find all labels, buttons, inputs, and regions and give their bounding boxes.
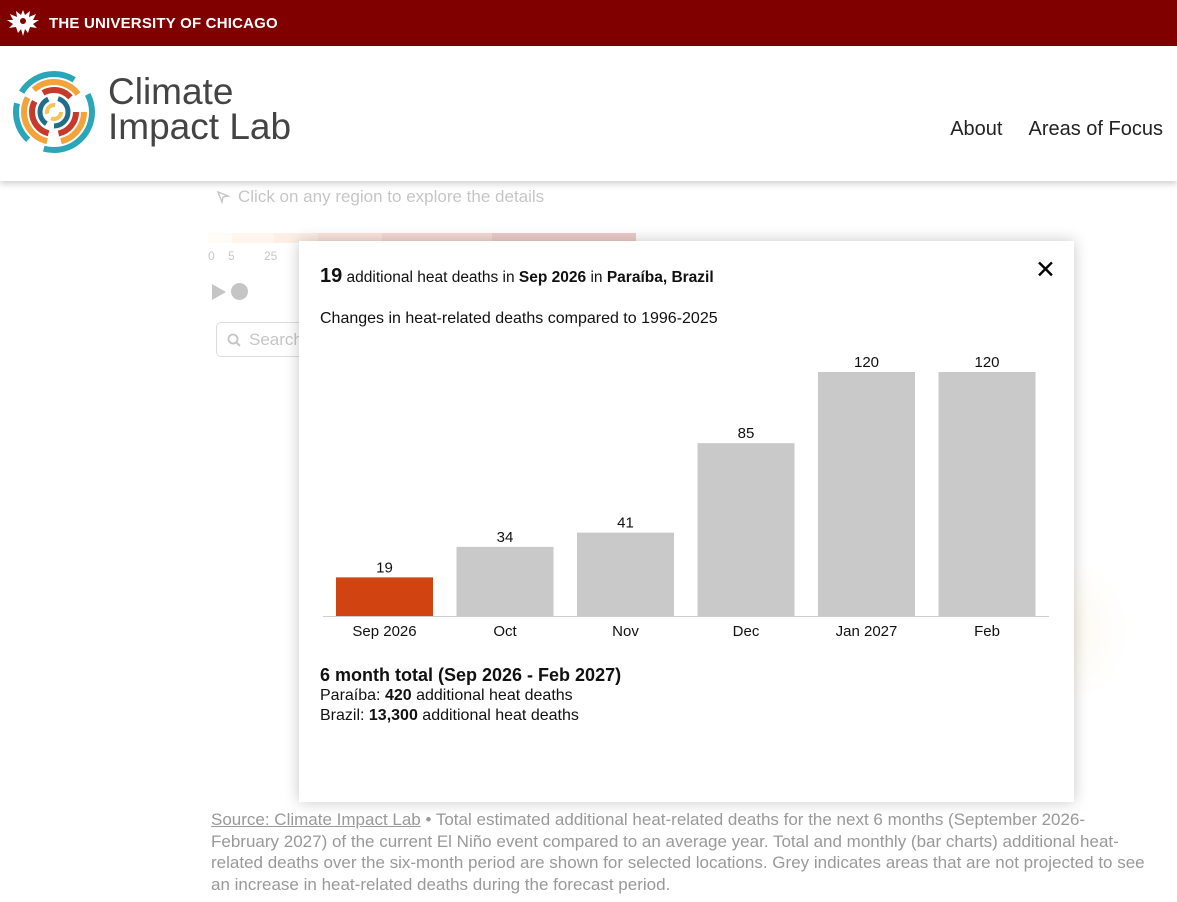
country-total-value: 13,300 xyxy=(368,707,418,724)
search-placeholder: Search xyxy=(249,329,303,349)
bar xyxy=(818,372,915,616)
explore-hint: Click on any region to explore the detai… xyxy=(216,187,544,207)
legend-tick: 5 xyxy=(228,249,235,263)
country-total: Brazil: 13,300 additional heat deaths xyxy=(320,706,621,726)
source-text: • Total estimated additional heat-relate… xyxy=(211,810,1145,894)
bar xyxy=(697,443,795,616)
source-note: Source: Climate Impact Lab • Total estim… xyxy=(211,809,1146,895)
bar xyxy=(336,577,433,616)
university-name[interactable]: THE UNIVERSITY OF CHICAGO xyxy=(49,14,278,32)
map-legend xyxy=(208,233,636,243)
close-icon: ✕ xyxy=(1035,256,1056,284)
region-total-suffix: additional heat deaths xyxy=(411,687,573,704)
death-count: 19 xyxy=(320,265,343,287)
title-place: Paraíba, Brazil xyxy=(606,269,714,286)
totals-block: 6 month total (Sep 2026 - Feb 2027) Para… xyxy=(320,665,621,726)
data-label: 34 xyxy=(497,529,514,546)
brand-line-1: Climate xyxy=(108,71,234,112)
search-icon xyxy=(227,333,241,347)
x-tick-label: Feb xyxy=(974,623,1000,640)
bar xyxy=(938,372,1036,616)
title-month: Sep 2026 xyxy=(518,269,587,286)
bar xyxy=(456,546,554,616)
bar xyxy=(577,532,674,616)
legend-tick: 0 xyxy=(208,249,215,263)
university-bar: THE UNIVERSITY OF CHICAGO xyxy=(0,0,1177,46)
chart-subtitle: Changes in heat-related deaths compared … xyxy=(320,310,718,327)
totals-heading: 6 month total (Sep 2026 - Feb 2027) xyxy=(320,665,622,685)
cursor-icon xyxy=(216,190,230,204)
region-total-label: Paraíba: xyxy=(320,687,385,704)
phoenix-logo-icon[interactable] xyxy=(6,6,40,40)
x-tick-label: Jan 2027 xyxy=(836,623,898,640)
play-icon[interactable] xyxy=(212,284,226,300)
region-total-value: 420 xyxy=(384,687,412,704)
timeline-slider-handle[interactable] xyxy=(231,283,248,300)
monthly-deaths-chart: 19 Sep 2026 34 Oct 41 Nov 85 Dec 120 Jan 2027 120 F… xyxy=(323,354,1049,640)
brand-line-2: Impact Lab xyxy=(108,106,292,147)
legend-tick: 25 xyxy=(264,249,278,263)
title-in: in xyxy=(586,269,607,286)
x-tick-label: Dec xyxy=(733,623,760,640)
nav-areas-of-focus[interactable]: Areas of Focus xyxy=(1028,118,1163,140)
source-link[interactable]: Source: Climate Impact Lab xyxy=(211,810,421,829)
nav-about[interactable]: About xyxy=(950,118,1003,140)
dialog-title: 19 additional heat deaths in Sep 2026 in… xyxy=(320,265,714,288)
data-label: 41 xyxy=(617,515,634,532)
region-detail-dialog: 19 additional heat deaths in Sep 2026 in… xyxy=(299,241,1074,802)
title-text: additional heat deaths in xyxy=(342,269,519,286)
data-label: 120 xyxy=(854,354,879,371)
country-total-label: Brazil: xyxy=(320,707,369,724)
x-tick-label: Nov xyxy=(612,623,639,640)
data-label: 85 xyxy=(738,425,755,442)
explore-hint-text: Click on any region to explore the detai… xyxy=(238,187,545,206)
data-label: 120 xyxy=(974,354,999,371)
x-tick-label: Oct xyxy=(493,623,517,640)
site-header: Climate Impact Lab About Areas of Focus xyxy=(0,46,1177,181)
main-nav: About Areas of Focus xyxy=(950,118,1163,141)
climate-impact-lab-logo-icon[interactable] xyxy=(12,70,96,154)
country-total-suffix: additional heat deaths xyxy=(417,707,579,724)
data-label: 19 xyxy=(376,559,393,576)
close-button[interactable]: ✕ xyxy=(1035,256,1056,284)
region-total: Paraíba: 420 additional heat deaths xyxy=(320,686,621,706)
brand-name[interactable]: Climate Impact Lab xyxy=(108,71,292,147)
x-tick-label: Sep 2026 xyxy=(352,623,416,640)
